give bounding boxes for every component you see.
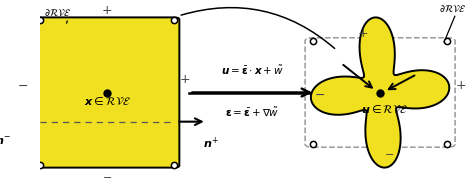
Text: $-$: $-$	[383, 148, 394, 158]
Text: $+$: $+$	[357, 27, 368, 40]
Text: $+$: $+$	[179, 73, 191, 86]
Text: $\partial\mathcal{RVE}$: $\partial\mathcal{RVE}$	[44, 7, 72, 18]
Text: $-$: $-$	[314, 88, 325, 101]
Text: $\boldsymbol{n}^{-}$: $\boldsymbol{n}^{-}$	[0, 135, 11, 147]
Text: $\boldsymbol{\varepsilon} = \bar{\boldsymbol{\varepsilon}} + \nabla\tilde{w}$: $\boldsymbol{\varepsilon} = \bar{\boldsy…	[225, 105, 279, 118]
Text: $+$: $+$	[101, 4, 112, 17]
FancyBboxPatch shape	[35, 17, 179, 168]
Text: $-$: $-$	[102, 171, 112, 181]
Text: $\partial\mathcal{RVE}$: $\partial\mathcal{RVE}$	[439, 4, 467, 14]
Text: $-$: $-$	[17, 79, 28, 92]
Text: $+$: $+$	[455, 79, 466, 92]
Polygon shape	[311, 17, 449, 168]
Text: $\boldsymbol{n}^{+}$: $\boldsymbol{n}^{+}$	[203, 135, 219, 151]
Text: $\boldsymbol{u} = \bar{\boldsymbol{\varepsilon}} \cdot \boldsymbol{x} + \tilde{w: $\boldsymbol{u} = \bar{\boldsymbol{\vare…	[220, 64, 284, 77]
Text: $\boldsymbol{u} \in \mathcal{RVE}$: $\boldsymbol{u} \in \mathcal{RVE}$	[361, 103, 408, 115]
Text: $\boldsymbol{x} \in \mathcal{RVE}$: $\boldsymbol{x} \in \mathcal{RVE}$	[83, 95, 130, 107]
